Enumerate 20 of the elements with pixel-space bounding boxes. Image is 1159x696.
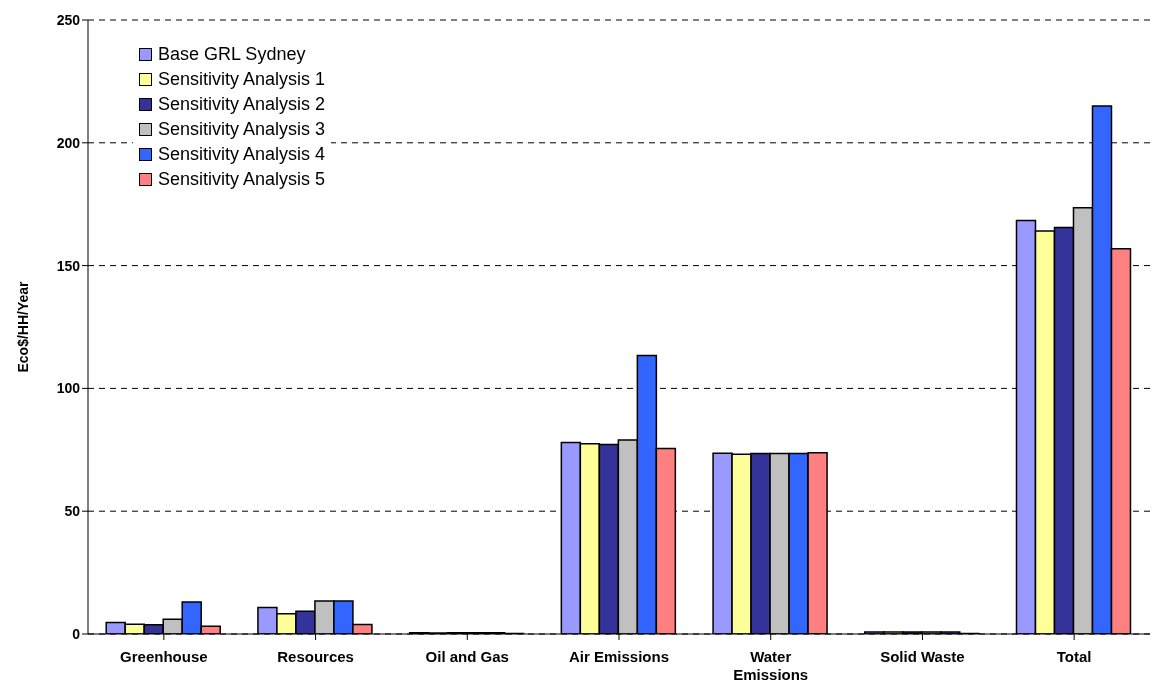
legend-label: Base GRL Sydney (158, 44, 306, 65)
x-tick-label: Air Emissions (568, 648, 670, 665)
y-tick-label: 50 (64, 503, 81, 520)
y-tick-label: 100 (56, 380, 81, 397)
y-tick-label: 0 (72, 625, 81, 642)
x-tick-label: Greenhouse (120, 648, 208, 665)
legend-label: Sensitivity Analysis 4 (158, 144, 326, 165)
x-tick-label: Resources (277, 648, 354, 665)
legend-label: Sensitivity Analysis 2 (158, 94, 326, 115)
y-tick-label: 150 (56, 257, 81, 274)
y-tick-label: 250 (56, 11, 81, 28)
y-tick-label: 200 (56, 134, 81, 151)
x-tick-label: Water Emissions (733, 648, 809, 683)
legend-label: Sensitivity Analysis 1 (158, 69, 326, 90)
x-tick-label: Total (1056, 648, 1092, 665)
legend-label: Sensitivity Analysis 5 (158, 169, 326, 190)
y-axis-title: Eco$/HH/Year (14, 280, 31, 373)
x-tick-label: Solid Waste (880, 648, 965, 665)
legend-label: Sensitivity Analysis 3 (158, 119, 326, 140)
x-tick-label: Oil and Gas (425, 648, 509, 665)
